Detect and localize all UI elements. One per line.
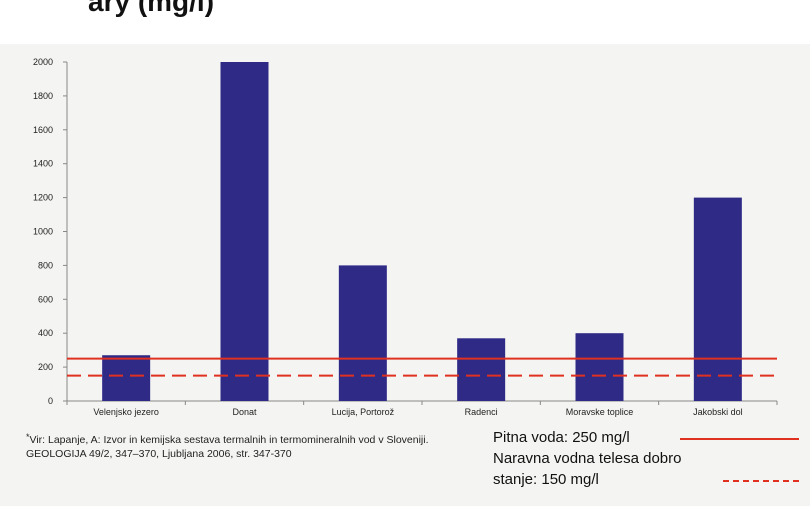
y-tick-label: 1400	[33, 159, 53, 169]
bar	[575, 333, 624, 401]
bar	[338, 265, 387, 401]
x-category-label: Jakobski dol	[693, 407, 743, 417]
legend-solid-line	[680, 438, 799, 440]
source-note: *Vir: Lapanje, A: Izvor in kemijska sest…	[26, 432, 476, 461]
page-title-fragment: ary (mg/l)	[88, 0, 215, 17]
x-category-label: Velenjsko jezero	[93, 407, 159, 417]
bar	[693, 197, 742, 401]
y-tick-label: 1000	[33, 227, 53, 237]
bar	[102, 355, 151, 401]
y-tick-label: 2000	[33, 57, 53, 67]
legend-dashed-line	[723, 480, 799, 482]
x-axis-labels: Velenjsko jezero Donat Lucija, Portorož Rad…	[66, 401, 778, 417]
y-tick-label: 1200	[33, 193, 53, 203]
legend-label-natural-water-2: stanje: 150 mg/l	[493, 471, 599, 488]
source-note-text: Vir: Lapanje, A: Izvor in kemijska sesta…	[26, 434, 429, 460]
bar	[457, 338, 506, 401]
source-note-marker: *	[26, 432, 30, 442]
x-category-label: Moravske toplice	[566, 407, 634, 417]
legend-label-natural-water-1: Naravna vodna telesa dobro	[493, 450, 682, 467]
bars-group	[102, 62, 742, 401]
y-tick-label: 400	[38, 328, 53, 338]
y-axis-ticks: 0 200 400 600 800 1000 1200 1400 1600 1800 2000	[33, 57, 67, 406]
x-category-label: Donat	[232, 407, 257, 417]
y-tick-label: 0	[48, 396, 53, 406]
x-category-label: Lucija, Portorož	[332, 407, 395, 417]
bar	[220, 62, 269, 401]
legend: Pitna voda: 250 mg/l Naravna vodna teles…	[493, 429, 803, 499]
y-tick-label: 1800	[33, 91, 53, 101]
y-tick-label: 600	[38, 294, 53, 304]
bar-chart: 0 200 400 600 800 1000 1200 1400 1600 1800 2000 Ve…	[33, 57, 778, 417]
y-tick-label: 1600	[33, 125, 53, 135]
reference-lines	[67, 357, 777, 377]
title-strip: ary (mg/l)	[0, 0, 810, 44]
y-tick-label: 200	[38, 362, 53, 372]
legend-label-drinking-water: Pitna voda: 250 mg/l	[493, 429, 630, 446]
x-category-label: Radenci	[465, 407, 498, 417]
y-tick-label: 800	[38, 260, 53, 270]
